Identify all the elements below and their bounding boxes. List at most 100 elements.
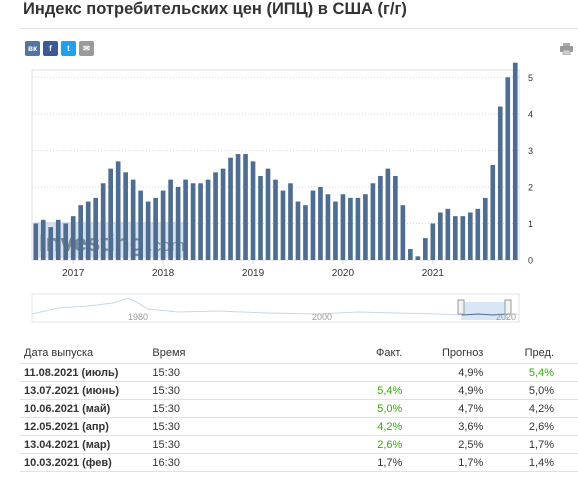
- bar[interactable]: [70, 216, 76, 260]
- watermark-brand: Investing: [39, 230, 144, 257]
- navigator-label-2000: 2000: [312, 312, 332, 322]
- table-header-row: Дата выпуска Время Факт. Прогноз Пред.: [20, 343, 578, 364]
- bar[interactable]: [318, 186, 323, 260]
- cell-release-date: 12.05.2021 (апр): [20, 417, 149, 436]
- cell-time: 15:30: [148, 381, 294, 400]
- bar[interactable]: [183, 179, 188, 260]
- bar[interactable]: [85, 201, 91, 260]
- bar[interactable]: [250, 161, 256, 260]
- cell-actual: 1,7%: [293, 453, 407, 472]
- bar[interactable]: [138, 190, 143, 260]
- bar[interactable]: [190, 183, 196, 260]
- bar[interactable]: [213, 172, 218, 260]
- bar[interactable]: [400, 205, 406, 260]
- bar[interactable]: [438, 212, 443, 261]
- bar[interactable]: [310, 190, 316, 260]
- bar[interactable]: [273, 179, 278, 260]
- bar[interactable]: [153, 197, 158, 260]
- bar[interactable]: [220, 168, 226, 260]
- bar[interactable]: [198, 183, 203, 260]
- bar[interactable]: [280, 190, 286, 260]
- table-row: 10.06.2021 (май) 15:30 5,0% 4,7% 4,2%: [20, 399, 578, 418]
- bar[interactable]: [48, 227, 54, 260]
- bar[interactable]: [445, 208, 451, 260]
- navigator-label-2020: 2020: [496, 312, 516, 322]
- bar[interactable]: [243, 154, 248, 260]
- y-tick-label: 4: [528, 109, 533, 119]
- bar[interactable]: [160, 190, 166, 260]
- bar[interactable]: [100, 183, 106, 260]
- bar[interactable]: [393, 175, 398, 260]
- bar[interactable]: [205, 179, 211, 260]
- bar[interactable]: [295, 201, 301, 260]
- bar[interactable]: [430, 223, 436, 260]
- x-tick-label: 2017: [62, 268, 85, 279]
- email-share-button[interactable]: ✉: [79, 41, 94, 56]
- vk-share-button[interactable]: вк: [25, 41, 40, 56]
- bar[interactable]: [40, 219, 46, 260]
- bar[interactable]: [93, 197, 99, 260]
- bar[interactable]: [258, 175, 263, 260]
- bar[interactable]: [467, 212, 473, 261]
- bar[interactable]: [325, 194, 331, 260]
- print-icon[interactable]: [560, 43, 573, 55]
- y-axis: 0 1 2 3 4 5: [528, 73, 533, 266]
- bar[interactable]: [168, 179, 173, 260]
- bar[interactable]: [145, 201, 151, 260]
- cell-forecast: 4,9%: [406, 381, 488, 400]
- bar[interactable]: [355, 197, 361, 260]
- navigator-selection[interactable]: [461, 302, 508, 320]
- bar[interactable]: [115, 161, 121, 260]
- bar[interactable]: [363, 194, 368, 260]
- bar[interactable]: [482, 197, 488, 260]
- bar[interactable]: [33, 223, 39, 260]
- table-row: 11.08.2021 (июль) 15:30 4,9% 5,4%: [20, 363, 578, 382]
- bar[interactable]: [385, 168, 391, 260]
- x-tick-label: 2021: [422, 268, 445, 279]
- bar[interactable]: [475, 208, 481, 260]
- bar[interactable]: [378, 175, 383, 260]
- header-previous: Пред.: [524, 347, 554, 359]
- bar[interactable]: [370, 183, 376, 260]
- bar[interactable]: [423, 238, 428, 260]
- bar[interactable]: [303, 205, 308, 260]
- bar[interactable]: [497, 106, 503, 260]
- cell-actual: 2,6%: [293, 435, 407, 454]
- bar[interactable]: [490, 165, 496, 260]
- bar[interactable]: [512, 62, 518, 260]
- release-history-table: Дата выпуска Время Факт. Прогноз Пред. 1…: [20, 343, 578, 472]
- bar[interactable]: [235, 154, 241, 260]
- bar[interactable]: [288, 183, 293, 260]
- twitter-share-button[interactable]: t: [61, 41, 76, 56]
- bar[interactable]: [130, 179, 136, 260]
- bar[interactable]: [228, 157, 233, 260]
- bar[interactable]: [265, 168, 271, 260]
- bar[interactable]: [505, 77, 511, 260]
- bar[interactable]: [460, 216, 466, 260]
- y-tick-label: 2: [528, 182, 533, 192]
- cell-forecast: 2,5%: [406, 435, 488, 454]
- time-navigator[interactable]: 1980 2000 2020: [31, 293, 520, 323]
- bar[interactable]: [55, 219, 61, 260]
- bar[interactable]: [123, 172, 128, 260]
- bar[interactable]: [415, 256, 421, 260]
- bar[interactable]: [108, 168, 113, 260]
- bar[interactable]: [333, 201, 338, 260]
- bar[interactable]: [340, 194, 346, 260]
- bar[interactable]: [63, 223, 69, 260]
- navigator-left-handle[interactable]: [457, 299, 465, 315]
- bar[interactable]: [452, 216, 458, 260]
- cell-time: 15:30: [148, 435, 294, 454]
- cell-actual: 5,0%: [293, 399, 407, 418]
- bar[interactable]: [348, 197, 353, 260]
- facebook-share-button[interactable]: f: [43, 41, 58, 56]
- bar[interactable]: [175, 186, 181, 260]
- cell-release-date: 13.07.2021 (июнь): [20, 381, 149, 400]
- navigator-frame: [31, 293, 520, 323]
- bar[interactable]: [408, 249, 413, 260]
- navigator-right-handle[interactable]: [504, 299, 512, 315]
- x-tick-label: 2018: [152, 268, 175, 279]
- bar[interactable]: [78, 205, 84, 260]
- cell-release-date: 13.04.2021 (мар): [20, 435, 149, 454]
